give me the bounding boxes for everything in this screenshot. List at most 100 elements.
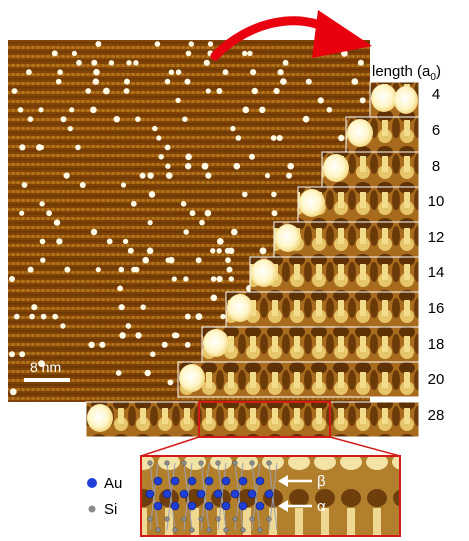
strip-image [250, 257, 419, 292]
adatom-dot [161, 341, 168, 348]
adatom-dot [326, 107, 333, 113]
adatom-dot [124, 78, 130, 85]
atomic-lattice-overlay [145, 460, 278, 533]
adatom-dot [19, 351, 26, 358]
au-atom [196, 489, 206, 499]
adatom-dot [40, 313, 47, 320]
adatom-dot [108, 60, 115, 66]
adatom-dot [165, 172, 173, 179]
adatom-dot [189, 210, 196, 217]
adatom-dot [19, 210, 25, 216]
adatom-dot [117, 285, 123, 292]
adatom-dot [203, 59, 210, 66]
adatom-dot [9, 388, 17, 396]
adatom-dot [164, 78, 171, 85]
strip-image [178, 362, 419, 397]
strip-14: 14 [249, 256, 444, 293]
adatom-dot [135, 332, 142, 339]
au-atom [213, 489, 223, 499]
strip-end-adatom [347, 119, 373, 147]
adatom-dot [38, 107, 44, 113]
zoom-indicator [140, 401, 401, 457]
adatom-dot [156, 135, 162, 141]
strip-end-adatom [323, 154, 349, 182]
strip-border [177, 361, 420, 398]
adatom-dot [29, 313, 35, 320]
si-atom [232, 460, 238, 466]
adatom-dot [63, 172, 70, 179]
au-atom [255, 476, 265, 486]
adatom-dot [64, 266, 71, 273]
adatom-dot [91, 59, 98, 66]
adatom-dot [357, 59, 364, 66]
au-atom [204, 476, 214, 486]
si-atom [249, 460, 255, 466]
si-atom [266, 516, 272, 522]
adatom-dot [11, 88, 18, 94]
adatom-dot [210, 294, 218, 302]
adatom-dot [180, 201, 187, 207]
au-atom [221, 476, 231, 486]
strip-12: 12 [273, 221, 444, 258]
au-atom [170, 476, 180, 486]
si-atom [215, 460, 221, 466]
red-arrow [210, 10, 372, 61]
si-atom [147, 460, 153, 466]
au-atom [187, 476, 197, 486]
adatom-dot [119, 332, 126, 339]
adatom-dot [205, 172, 212, 179]
strip-length-label: 18 [428, 336, 445, 353]
strip-end-adatom [227, 294, 253, 322]
adatom-dot [130, 200, 137, 207]
adatom-dot [135, 116, 141, 122]
adatom-dot [125, 323, 131, 329]
adatom-dot [56, 238, 63, 245]
adatom-dot [103, 87, 110, 95]
adatom-dot [99, 341, 106, 348]
au-atom [179, 489, 189, 499]
adatom-dot [88, 341, 95, 348]
adatom-dot [247, 50, 253, 57]
adatom-dot [158, 154, 164, 160]
adatom-dot [220, 313, 226, 320]
adatom-dot [140, 304, 146, 311]
adatom-dot [242, 106, 250, 114]
au-atom [247, 489, 257, 499]
adatom-dot [38, 360, 45, 367]
si-atom [172, 527, 178, 533]
adatom-dot [147, 220, 153, 226]
au-atom [162, 489, 172, 499]
adatom-dot [231, 228, 238, 236]
adatom-dot [249, 153, 255, 160]
adatom-dot [271, 191, 277, 198]
adatom-dot [259, 247, 267, 255]
adatom-dot [228, 276, 234, 282]
beta-label: β [317, 473, 326, 490]
adatom-dot [264, 173, 271, 179]
adatom-dot [122, 238, 129, 245]
adatom-dot [147, 172, 154, 179]
adatom-dot [165, 257, 171, 263]
strip-end-adatom [371, 84, 397, 112]
adatom-dot [216, 275, 223, 283]
beta-arrow: β [278, 473, 326, 490]
si-atom [223, 527, 229, 533]
adatom-dot [90, 228, 98, 236]
si-atom [181, 516, 187, 522]
strip-20: 20 [177, 361, 444, 398]
adatom-dot [40, 257, 46, 263]
adatom-dot [75, 144, 81, 151]
adatom-dot [95, 41, 102, 47]
adatom-dot [21, 182, 28, 188]
adatom-dot [126, 60, 132, 66]
adatom-dot [123, 88, 130, 94]
adatom-dot [185, 163, 192, 170]
chain-strips: 4 6 8 10 12 14 16 18 20 28 [85, 81, 445, 438]
adatom-dot [251, 87, 258, 95]
adatom-dot [173, 332, 180, 339]
alpha-arrow: α [278, 498, 326, 515]
inset-panel: β α [140, 455, 401, 537]
adatom-dot [216, 248, 222, 254]
adatom-dot [139, 172, 146, 179]
adatom-dot [142, 256, 149, 264]
